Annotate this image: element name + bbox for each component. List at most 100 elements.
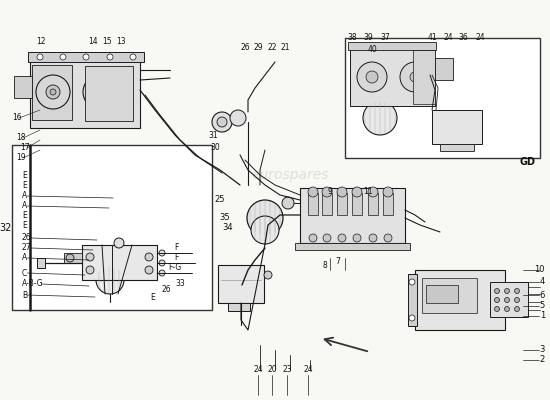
Circle shape — [409, 279, 415, 285]
Circle shape — [504, 288, 509, 294]
Bar — [435, 58, 453, 80]
Text: E: E — [22, 212, 27, 220]
Circle shape — [504, 306, 509, 312]
Bar — [14, 76, 32, 98]
Text: 10: 10 — [535, 266, 545, 274]
Bar — [308, 193, 318, 215]
Circle shape — [337, 187, 347, 197]
Circle shape — [514, 288, 520, 294]
Text: 3: 3 — [540, 346, 545, 354]
Text: F: F — [174, 244, 178, 252]
Circle shape — [309, 234, 317, 242]
Circle shape — [114, 238, 124, 248]
Text: 9: 9 — [328, 188, 332, 196]
Text: 4: 4 — [540, 278, 545, 286]
Text: 22: 22 — [267, 44, 277, 52]
Text: E: E — [22, 182, 27, 190]
Bar — [490, 282, 528, 317]
Text: 35: 35 — [219, 212, 230, 222]
Bar — [352, 193, 362, 215]
Circle shape — [247, 200, 283, 236]
Circle shape — [409, 315, 415, 321]
Circle shape — [352, 187, 362, 197]
Text: 38: 38 — [347, 34, 357, 42]
Text: 12: 12 — [36, 38, 46, 46]
Bar — [426, 285, 458, 303]
Bar — [350, 48, 435, 106]
Bar — [82, 245, 157, 280]
Text: 27: 27 — [22, 244, 32, 252]
Circle shape — [46, 85, 60, 99]
Bar — [383, 193, 393, 215]
Bar — [415, 270, 505, 330]
Text: eurospares: eurospares — [91, 213, 169, 227]
Text: 26: 26 — [240, 44, 250, 52]
Text: 30: 30 — [210, 144, 220, 152]
Circle shape — [514, 306, 520, 312]
Text: 17: 17 — [20, 144, 30, 152]
Circle shape — [322, 187, 332, 197]
Text: 25: 25 — [214, 196, 225, 204]
Text: 26: 26 — [22, 234, 32, 242]
Text: F-G: F-G — [168, 264, 182, 272]
Circle shape — [410, 72, 420, 82]
Circle shape — [251, 216, 279, 244]
Circle shape — [504, 298, 509, 302]
Bar — [12, 145, 212, 310]
Bar — [295, 243, 410, 250]
Circle shape — [494, 298, 499, 302]
Text: B: B — [22, 290, 27, 300]
Bar — [413, 50, 435, 104]
Circle shape — [494, 306, 499, 312]
Circle shape — [368, 187, 378, 197]
Circle shape — [66, 254, 74, 262]
Circle shape — [212, 112, 232, 132]
Text: 13: 13 — [116, 38, 125, 46]
Text: A: A — [22, 202, 28, 210]
Text: 6: 6 — [540, 290, 545, 300]
Text: 8: 8 — [323, 260, 327, 270]
Text: 15: 15 — [102, 38, 112, 46]
Text: 18: 18 — [16, 134, 25, 142]
Text: E: E — [22, 222, 27, 230]
Text: 29: 29 — [253, 44, 263, 52]
Text: F: F — [174, 254, 178, 262]
Text: 24: 24 — [443, 34, 453, 42]
Circle shape — [96, 266, 124, 294]
Text: 11: 11 — [363, 188, 373, 196]
Text: 24: 24 — [475, 34, 485, 42]
Text: 31: 31 — [208, 130, 218, 140]
Bar — [85, 66, 133, 121]
Circle shape — [282, 197, 294, 209]
Text: 39: 39 — [363, 34, 373, 42]
Circle shape — [60, 54, 66, 60]
Circle shape — [514, 298, 520, 302]
Bar — [228, 303, 250, 311]
Circle shape — [366, 71, 378, 83]
Circle shape — [145, 253, 153, 261]
Circle shape — [86, 253, 94, 261]
Circle shape — [357, 62, 387, 92]
Bar — [28, 52, 144, 62]
Circle shape — [400, 62, 430, 92]
Circle shape — [308, 187, 318, 197]
Bar — [30, 60, 140, 128]
Circle shape — [159, 260, 165, 266]
Text: 24: 24 — [303, 366, 313, 374]
Text: 36: 36 — [458, 34, 468, 42]
Text: C: C — [22, 268, 28, 278]
Circle shape — [369, 234, 377, 242]
Bar — [422, 278, 477, 313]
Text: 40: 40 — [367, 46, 377, 54]
Text: 21: 21 — [280, 44, 290, 52]
Text: 20: 20 — [267, 366, 277, 374]
Circle shape — [159, 250, 165, 256]
Text: 14: 14 — [88, 38, 98, 46]
Text: 2: 2 — [540, 356, 545, 364]
Text: 37: 37 — [380, 34, 390, 42]
Circle shape — [494, 288, 499, 294]
Circle shape — [145, 266, 153, 274]
Bar — [337, 193, 347, 215]
Circle shape — [338, 234, 346, 242]
Text: 23: 23 — [282, 366, 292, 374]
